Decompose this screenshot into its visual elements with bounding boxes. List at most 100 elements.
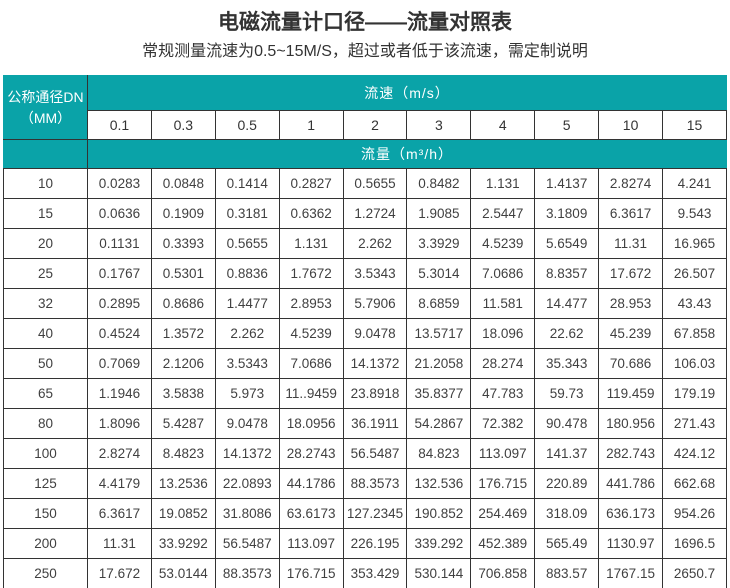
flow-cell: 1.8096 [87,408,152,439]
flow-cell: 4.4179 [87,468,152,499]
flow-cell: 0.8482 [406,168,472,199]
dn-cell: 20 [3,228,88,259]
velocity-group-header: 流速（m/s） [87,75,727,111]
flow-cell: 2.1206 [150,348,216,379]
flow-cell: 1.2724 [342,198,408,229]
flow-cell: 23.8918 [342,378,408,409]
velocity-cell: 1 [278,110,344,140]
flow-cell: 56.5487 [214,528,280,559]
flow-cell: 13.5717 [406,318,472,349]
table-body: 10 0.0283 0.0848 0.1414 0.2827 0.5655 0.8482 1.… [3,168,727,588]
dn-cell: 200 [3,528,88,559]
flow-cell: 21.2058 [406,348,472,379]
flow-cell: 3.5343 [214,348,280,379]
velocity-cell: 0.5 [214,110,280,140]
dn-cell: 10 [3,168,88,199]
flow-cell: 44.1786 [278,468,344,499]
flow-cell: 132.536 [406,468,472,499]
flow-cell: 8.8357 [534,258,600,289]
flow-cell: 1767.15 [598,558,664,588]
flow-cell: 113.097 [278,528,344,559]
flow-corner-empty-cell [3,139,88,169]
flow-cell: 3.1809 [534,198,600,229]
flow-cell: 72.382 [470,408,536,439]
table-row: 40 0.4524 1.3572 2.262 4.5239 9.0478 13.5717 18… [3,318,727,349]
velocity-cell: 10 [598,110,664,140]
corner-header: 公称通径DN （MM） [3,75,88,140]
flow-cell: 441.786 [598,468,664,499]
flow-cell: 11.31 [87,528,152,559]
flow-cell: 43.43 [662,288,727,319]
table-row: 65 1.1946 3.5838 5.973 11..9459 23.8918 35.837… [3,378,727,409]
velocity-cell: 5 [534,110,600,140]
dn-cell: 150 [3,498,88,529]
flow-cell: 530.144 [406,558,472,588]
flow-cell: 2.8274 [598,168,664,199]
table-row: 10 0.0283 0.0848 0.1414 0.2827 0.5655 0.8482 1.… [3,168,727,199]
flow-group-row: 流量（m³/h） [3,139,727,169]
flow-cell: 1130.97 [598,528,664,559]
flow-cell: 5.6549 [534,228,600,259]
velocity-cell: 4 [470,110,536,140]
flow-cell: 90.478 [534,408,600,439]
flow-cell: 662.68 [662,468,727,499]
flow-cell: 1696.5 [662,528,727,559]
flow-cell: 2.5447 [470,198,536,229]
velocity-cell: 15 [662,110,727,140]
flow-cell: 706.858 [470,558,536,588]
flow-cell: 271.43 [662,408,727,439]
flow-cell: 88.3573 [342,468,408,499]
flow-cell: 45.239 [598,318,664,349]
flow-cell: 0.0848 [150,168,216,199]
flow-cell: 56.5487 [342,438,408,469]
flow-cell: 17.672 [598,258,664,289]
flow-cell: 226.195 [342,528,408,559]
dn-cell: 25 [3,258,88,289]
velocity-cell: 0.3 [150,110,216,140]
flow-cell: 19.0852 [150,498,216,529]
dn-cell: 100 [3,438,88,469]
dn-cell: 65 [3,378,88,409]
flow-cell: 88.3573 [214,558,280,588]
flow-cell: 0.5655 [214,228,280,259]
flow-cell: 6.3617 [598,198,664,229]
flow-cell: 14.477 [534,288,600,319]
flow-cell: 5.4287 [150,408,216,439]
flow-cell: 0.5655 [342,168,408,199]
flow-cell: 0.2895 [87,288,152,319]
table-row: 32 0.2895 0.8686 1.4477 2.8953 5.7906 8.6859 11… [3,288,727,319]
flow-cell: 883.57 [534,558,600,588]
flow-cell: 28.274 [470,348,536,379]
flow-cell: 5.973 [214,378,280,409]
flow-cell: 3.5838 [150,378,216,409]
flow-cell: 22.0893 [214,468,280,499]
flow-cell: 424.12 [662,438,727,469]
flow-cell: 31.8086 [214,498,280,529]
flow-cell: 636.173 [598,498,664,529]
table-row: 15 0.0636 0.1909 0.3181 0.6362 1.2724 1.9085 2.… [3,198,727,229]
dn-cell: 125 [3,468,88,499]
flow-cell: 0.3181 [214,198,280,229]
flow-cell: 9.543 [662,198,727,229]
corner-header-line1: 公称通径DN [7,88,84,105]
flow-cell: 0.0283 [87,168,152,199]
flow-cell: 1.7672 [278,258,344,289]
flow-cell: 4.5239 [278,318,344,349]
flow-cell: 35.343 [534,348,600,379]
flow-cell: 17.672 [87,558,152,588]
table-row: 200 11.31 33.9292 56.5487 113.097 226.195 339.… [3,528,727,559]
flow-cell: 2.8274 [87,438,152,469]
dn-cell: 250 [3,558,88,588]
flow-cell: 3.3929 [406,228,472,259]
flow-cell: 26.507 [662,258,727,289]
flow-cell: 1.4477 [214,288,280,319]
flow-cell: 106.03 [662,348,727,379]
flow-cell: 5.3014 [406,258,472,289]
flow-cell: 8.6859 [406,288,472,319]
flow-comparison-table: 公称通径DN （MM） 流速（m/s） 0.1 0.3 0.5 1 2 3 4 5 10 15 流… [3,75,727,588]
flow-cell: 0.1131 [87,228,152,259]
flow-cell: 0.2827 [278,168,344,199]
table-row: 100 2.8274 8.4823 14.1372 28.2743 56.5487 84.8… [3,438,727,469]
velocity-cell: 2 [342,110,408,140]
group-header-row: 公称通径DN （MM） 流速（m/s） [3,75,727,140]
